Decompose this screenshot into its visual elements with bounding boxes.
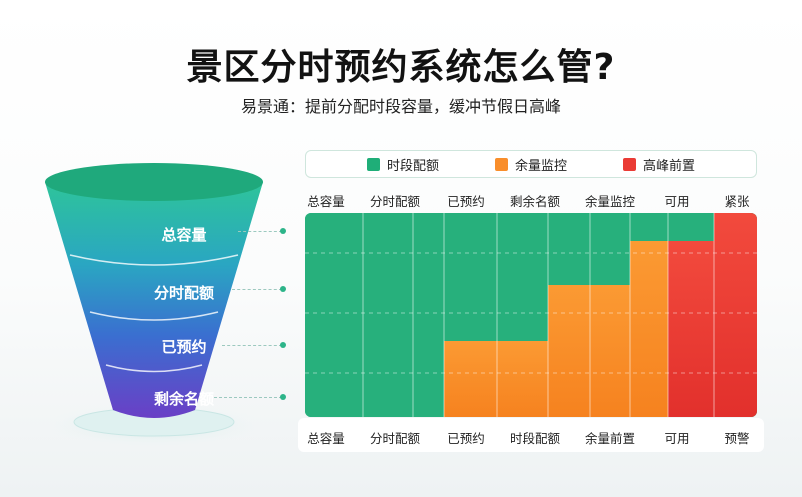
page-subtitle: 易景通：提前分配时段容量，缓冲节假日高峰 — [240, 97, 561, 116]
connector-dot-4 — [280, 394, 286, 400]
column-top-label: 可用 — [664, 194, 690, 209]
column-top-label: 已预约 — [447, 194, 485, 209]
column-top-label: 剩余名额 — [509, 194, 560, 209]
connector-line-2 — [232, 289, 282, 290]
column-bottom-label: 可用 — [664, 431, 690, 446]
red-step-1 — [668, 241, 714, 417]
connector-dot-1 — [280, 228, 286, 234]
connector-line-1 — [238, 231, 282, 232]
funnel-body — [45, 182, 263, 418]
funnel-label-booked: 已预约 — [161, 338, 207, 356]
funnel-top — [45, 163, 263, 201]
column-bottom-label: 预警 — [724, 431, 750, 446]
orange-step-2 — [548, 285, 630, 417]
column-top-label: 余量监控 — [584, 194, 635, 209]
grid-horizontal-lines — [305, 252, 757, 374]
orange-step-1 — [444, 341, 548, 417]
grid-vertical-lines — [362, 213, 715, 417]
capacity-grid — [305, 213, 757, 417]
legend-label: 时段配额 — [386, 158, 439, 174]
legend-item-allocation: 时段配额 — [366, 155, 439, 174]
funnel-divider-3 — [105, 364, 203, 373]
column-bottom-label: 分时配额 — [369, 431, 420, 446]
column-top-label: 总容量 — [307, 194, 345, 209]
capacity-grid-graphic — [305, 213, 757, 417]
legend-item-peak: 高峰前置 — [623, 155, 695, 174]
legend: 时段配额 余量监控 高峰前置 — [305, 150, 757, 178]
column-top-label: 紧张 — [724, 194, 750, 209]
column-bottom-label: 时段配额 — [509, 431, 560, 446]
bottom-label-strip — [298, 418, 764, 452]
connector-dot-2 — [280, 286, 286, 292]
connector-line-4 — [214, 397, 282, 398]
funnel-label-total: 总容量 — [161, 226, 207, 244]
legend-swatch-green — [366, 157, 380, 171]
funnel-divider-1 — [69, 254, 239, 266]
column-bottom-label: 总容量 — [307, 431, 345, 446]
legend-label: 高峰前置 — [643, 158, 696, 174]
page-title: 景区分时预约系统怎么管? — [186, 47, 616, 88]
orange-step-3 — [630, 241, 668, 417]
legend-swatch-red — [623, 157, 636, 171]
legend-swatch-orange — [494, 157, 508, 171]
funnel-diagram: 总容量 分时配额 已预约 剩余名额 — [30, 160, 300, 460]
column-top-label: 分时配额 — [369, 194, 420, 209]
funnel-label-allocation: 分时配额 — [153, 284, 214, 302]
funnel-divider-2 — [89, 311, 219, 321]
connector-line-3 — [222, 345, 282, 346]
red-step-2 — [714, 213, 757, 417]
connector-dot-3 — [280, 342, 286, 348]
funnel-graphic — [44, 163, 264, 447]
legend-label: 余量监控 — [514, 158, 567, 174]
column-bottom-label: 已预约 — [447, 431, 485, 446]
funnel-label-remaining: 剩余名额 — [153, 390, 214, 408]
legend-item-monitor: 余量监控 — [494, 155, 567, 174]
column-bottom-label: 余量前置 — [584, 431, 635, 446]
